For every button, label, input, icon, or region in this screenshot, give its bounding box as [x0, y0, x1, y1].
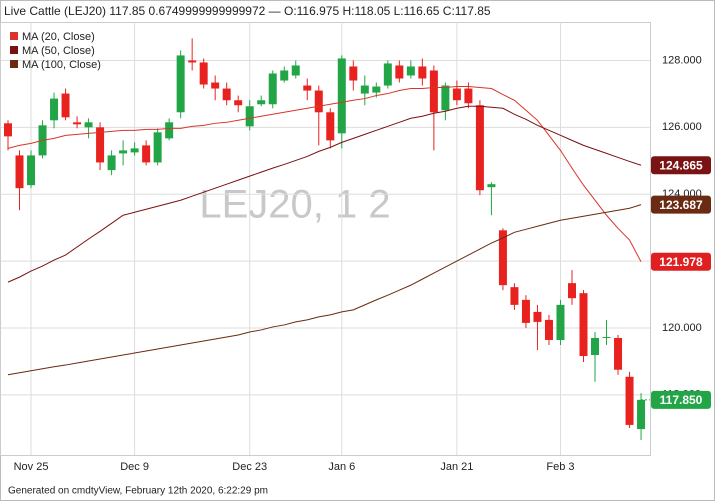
- candle-body: [257, 100, 266, 105]
- x-tick-label: Feb 3: [546, 461, 574, 473]
- candle-body: [280, 70, 289, 81]
- candle-body: [395, 65, 404, 79]
- price-tag-label: 121.978: [659, 255, 703, 269]
- price-tag: [651, 390, 711, 409]
- candle-body: [119, 150, 128, 154]
- candle-body: [96, 127, 105, 163]
- price-tag-label: 123.687: [659, 198, 703, 212]
- candle-body: [199, 62, 208, 85]
- candle-body: [614, 337, 623, 370]
- candle-body: [591, 337, 600, 356]
- price-tag: [651, 252, 711, 271]
- candle-body: [4, 123, 12, 137]
- candle-body: [360, 85, 369, 94]
- candle-body: [73, 122, 82, 125]
- candle-body: [475, 105, 484, 191]
- candle-body: [234, 100, 243, 106]
- plot-area: [0, 22, 651, 456]
- candle-body: [291, 65, 300, 76]
- chart-title: Live Cattle (LEJ20) 117.85 0.67499999999…: [4, 4, 491, 18]
- candle-body: [383, 63, 392, 86]
- y-tick-label: 120.000: [662, 322, 702, 334]
- candle-body: [579, 293, 588, 357]
- candle-body: [245, 106, 254, 127]
- candle-body: [372, 86, 381, 93]
- candle-body: [406, 66, 415, 76]
- candle-body: [107, 155, 116, 171]
- legend-swatch: [10, 60, 18, 68]
- y-tick-label: 128.000: [662, 54, 702, 66]
- candle-body: [533, 311, 542, 322]
- candle-body: [326, 112, 335, 141]
- x-tick-label: Dec 23: [232, 461, 267, 473]
- candle-body: [602, 336, 611, 338]
- price-tag-label: 124.865: [659, 158, 703, 172]
- candle-body: [521, 299, 530, 323]
- candle-body: [303, 85, 312, 91]
- candle-body: [142, 145, 151, 163]
- candle-body: [153, 132, 162, 163]
- legend-swatch: [10, 32, 18, 40]
- ma-line: [7, 105, 642, 283]
- legend-label: MA (100, Close): [22, 59, 101, 71]
- candle-body: [544, 319, 553, 340]
- candle-body: [625, 376, 634, 425]
- price-tag: [651, 195, 711, 214]
- price-tag: [651, 156, 711, 175]
- candle-body: [349, 66, 358, 81]
- candle-body: [487, 184, 496, 188]
- candle-body: [61, 93, 70, 118]
- x-tick-label: Nov 25: [14, 461, 49, 473]
- candle-body: [50, 98, 59, 121]
- candle-body: [27, 155, 36, 186]
- candle-body: [222, 88, 231, 101]
- candle-body: [567, 283, 576, 299]
- legend-label: MA (20, Close): [22, 31, 95, 43]
- candle-body: [418, 66, 427, 79]
- candle-body: [165, 122, 174, 139]
- candle-body: [15, 155, 24, 189]
- ma-line: [7, 86, 642, 263]
- watermark: LEJ20, 1 2: [199, 183, 390, 227]
- candle-body: [441, 85, 450, 111]
- x-tick-label: Jan 6: [328, 461, 355, 473]
- candle-body: [84, 122, 93, 128]
- y-tick-label: 126.000: [662, 121, 702, 133]
- ma-line: [7, 204, 642, 376]
- candle-body: [130, 148, 139, 153]
- candle-body: [464, 88, 473, 104]
- candle-body: [556, 304, 565, 340]
- candle-body: [452, 88, 461, 101]
- candle-body: [314, 90, 323, 113]
- price-tag-label: 117.850: [660, 393, 703, 407]
- x-tick-label: Jan 21: [440, 461, 473, 473]
- legend-label: MA (50, Close): [22, 45, 95, 57]
- legend-swatch: [10, 46, 18, 54]
- candle-body: [637, 399, 646, 430]
- candle-body: [268, 73, 277, 105]
- candle-body: [510, 287, 519, 305]
- candle-body: [429, 70, 438, 113]
- x-tick-label: Dec 9: [120, 461, 149, 473]
- candle-body: [211, 82, 220, 89]
- candle-body: [188, 60, 197, 63]
- candle-body: [337, 58, 346, 134]
- footer: Generated on cmdtyView, February 12th 20…: [8, 486, 268, 497]
- candle-body: [498, 230, 507, 286]
- candle-body: [176, 55, 185, 113]
